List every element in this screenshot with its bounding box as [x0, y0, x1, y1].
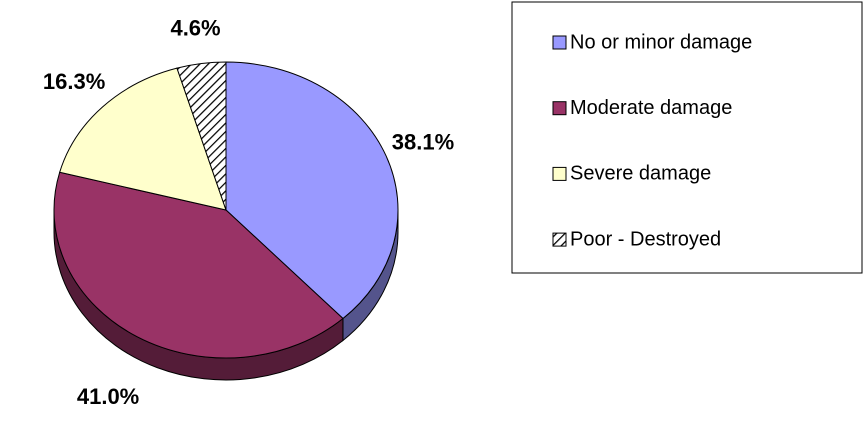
slice — [225, 61, 399, 320]
legend-swatch — [552, 232, 567, 247]
data-label: 4.6% — [170, 16, 220, 41]
legend-label: Poor - Destroyed — [570, 228, 721, 250]
legend-label: Moderate damage — [570, 97, 732, 119]
legend-label: Severe damage — [570, 163, 711, 185]
data-label: 16.3% — [43, 69, 105, 94]
legend-label: No or minor damage — [570, 31, 752, 53]
slice — [53, 171, 344, 359]
legend-swatch — [552, 35, 567, 50]
data-label: 38.1% — [392, 129, 454, 154]
legend-swatch — [552, 101, 567, 116]
legend-box — [511, 1, 863, 274]
legend-swatch — [552, 166, 567, 181]
slice — [59, 67, 227, 211]
pie: 38.1% 41.0% 16.3% 4.6% — [43, 16, 454, 409]
legend: No or minor damage Moderate damage Severe … — [552, 31, 752, 250]
slice — [176, 61, 227, 211]
data-label: 41.0% — [77, 384, 139, 409]
